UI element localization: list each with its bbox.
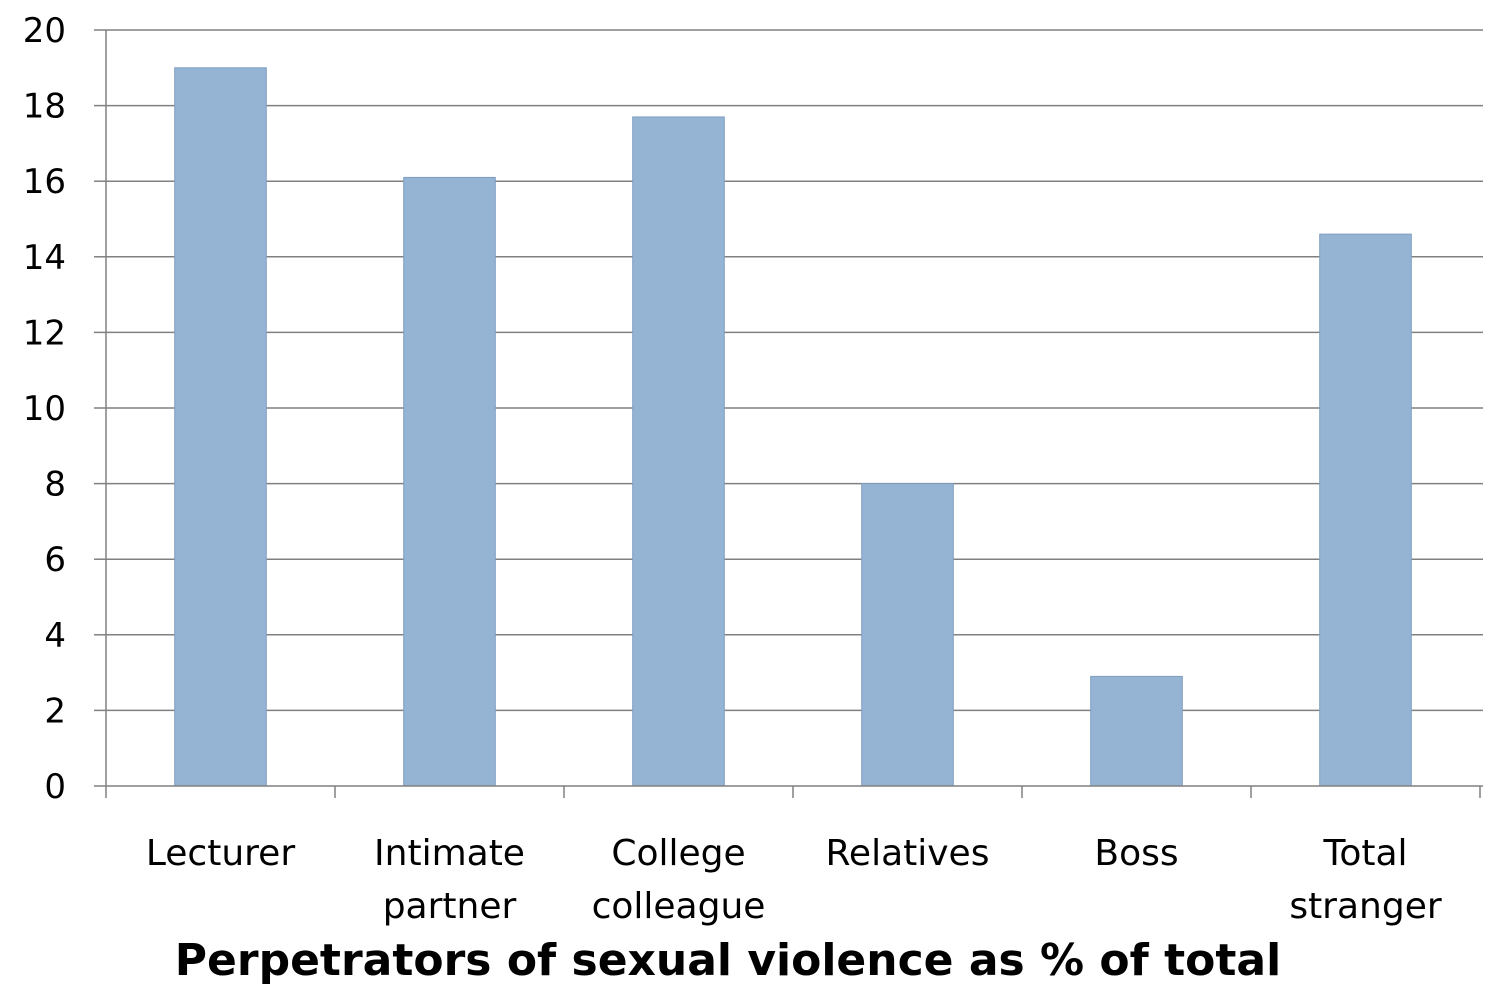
bar xyxy=(1090,675,1183,787)
y-tick-label: 10 xyxy=(23,389,66,429)
y-tick-label: 14 xyxy=(23,238,66,278)
y-tick-label: 4 xyxy=(44,616,66,656)
y-tick-label: 6 xyxy=(44,540,66,580)
category-label-line: colleague xyxy=(592,886,766,927)
axes xyxy=(94,29,1483,798)
bar xyxy=(861,483,954,787)
bar xyxy=(403,176,496,787)
y-tick-label: 16 xyxy=(23,162,66,202)
category-label-line: partner xyxy=(383,886,517,927)
y-tick-label: 2 xyxy=(44,691,66,731)
category-label-line: Intimate xyxy=(374,833,525,874)
category-label-line: stranger xyxy=(1289,886,1442,927)
y-tick-label: 12 xyxy=(23,313,66,353)
bars xyxy=(174,67,1412,787)
category-label: Intimate partner xyxy=(374,833,525,927)
category-label-line: Total xyxy=(1322,833,1407,874)
category-label: College colleague xyxy=(592,833,766,927)
category-labels: Lecturer Intimate partner College colleague R… xyxy=(146,833,1442,927)
y-tick-label: 0 xyxy=(44,767,66,807)
category-label: Relatives xyxy=(826,833,990,874)
bar xyxy=(1319,233,1412,787)
bar xyxy=(174,67,267,787)
category-label: Total stranger xyxy=(1289,833,1442,927)
y-tick-label: 18 xyxy=(23,87,66,127)
category-label-line: College xyxy=(611,833,745,874)
gridlines xyxy=(106,29,1483,712)
y-tick-labels: 0 2 4 6 8 10 12 14 16 18 20 xyxy=(23,11,66,807)
category-label-line: Lecturer xyxy=(146,833,295,874)
category-label-line: Boss xyxy=(1094,833,1178,874)
category-label-line: Relatives xyxy=(826,833,990,874)
category-label: Boss xyxy=(1094,833,1178,874)
category-label: Lecturer xyxy=(146,833,295,874)
y-tick-label: 8 xyxy=(44,465,66,505)
bar xyxy=(632,116,725,787)
y-tick-label: 20 xyxy=(23,11,66,51)
chart-title: Perpetrators of sexual violence as % of … xyxy=(175,935,1281,986)
